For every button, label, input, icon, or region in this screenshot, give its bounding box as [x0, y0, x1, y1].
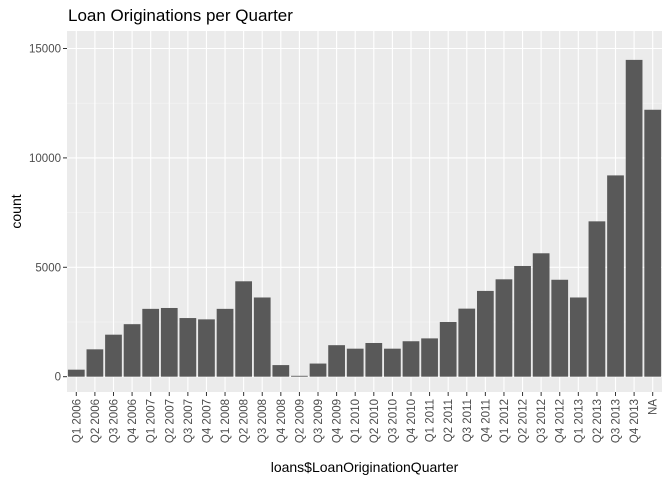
bar	[551, 279, 569, 377]
x-tick-label: Q1 2007	[146, 399, 158, 443]
bar	[625, 59, 643, 377]
bar	[365, 342, 383, 377]
bar	[328, 345, 345, 377]
bars	[67, 59, 662, 377]
x-tick-label: Q3 2007	[183, 399, 195, 443]
x-tick-label: Q2 2006	[90, 399, 102, 443]
bar	[123, 324, 141, 377]
major-gridlines	[67, 31, 662, 392]
bar	[272, 365, 290, 377]
bar	[402, 341, 420, 377]
x-tick-label: Q3 2013	[611, 399, 623, 443]
x-tick-label: Q4 2009	[332, 399, 344, 443]
x-tick-label: Q4 2008	[276, 399, 288, 443]
bar	[495, 279, 513, 377]
x-tick-label: Q1 2013	[573, 399, 585, 443]
bar	[105, 334, 122, 377]
bar	[142, 308, 160, 377]
bar	[179, 318, 197, 377]
x-tick-label: Q1 2008	[220, 399, 232, 443]
x-tick-label: Q3 2010	[387, 399, 399, 443]
x-tick-label: Q2 2011	[443, 399, 455, 442]
x-tick-label: Q1 2012	[499, 399, 511, 443]
x-tick-label: Q2 2009	[294, 399, 306, 443]
bar	[198, 319, 215, 377]
x-tick-label: Q3 2012	[536, 399, 548, 443]
x-tick-label: Q3 2009	[313, 399, 325, 443]
y-tick-label: 0	[55, 372, 61, 384]
bar	[439, 321, 457, 377]
x-axis-label: loans$LoanOriginationQuarter	[271, 459, 459, 475]
bar	[588, 221, 606, 377]
bar	[160, 307, 178, 377]
x-tick-label: Q4 2013	[629, 399, 641, 443]
bar	[253, 297, 271, 377]
x-tick-label: Q4 2011	[480, 399, 492, 442]
x-tick-label: Q3 2011	[462, 399, 474, 442]
bar	[514, 265, 531, 377]
bar	[67, 369, 85, 377]
y-tick-label: 5000	[35, 262, 61, 274]
bar	[569, 297, 587, 377]
bar	[346, 348, 364, 377]
x-tick-label: Q2 2008	[239, 399, 251, 443]
x-tick-label: Q1 2011	[425, 399, 437, 442]
x-axis: Q1 2006 Q2 2006 Q3 2006 Q4 2006 Q1 2007 Q2 20…	[71, 392, 660, 443]
x-tick-label: Q4 2010	[406, 399, 418, 443]
x-tick-label: Q2 2010	[369, 399, 381, 443]
y-tick-label: 10000	[29, 153, 61, 165]
x-tick-label: Q4 2012	[555, 399, 567, 443]
bar	[644, 109, 662, 377]
y-axis: 0 5000 10000 15000	[29, 44, 67, 384]
bar	[384, 348, 401, 377]
bar	[607, 175, 624, 377]
x-tick-label: NA	[648, 399, 660, 415]
bar	[235, 281, 253, 377]
bar	[216, 308, 234, 377]
y-tick-label: 15000	[29, 44, 61, 56]
x-tick-label: Q1 2010	[350, 399, 362, 443]
chart-title: Loan Originations per Quarter	[68, 6, 293, 25]
bar	[309, 363, 327, 377]
bar	[532, 253, 550, 377]
x-tick-label: Q4 2007	[201, 399, 213, 443]
bar	[291, 375, 308, 377]
bar	[86, 349, 104, 377]
x-tick-label: Q2 2012	[518, 399, 530, 443]
x-tick-label: Q4 2006	[127, 399, 139, 443]
y-axis-label: count	[8, 194, 24, 228]
x-tick-label: Q3 2008	[257, 399, 269, 443]
bar	[458, 308, 476, 377]
bar	[476, 290, 494, 377]
x-tick-label: Q1 2006	[71, 399, 83, 443]
x-tick-label: Q3 2006	[108, 399, 120, 443]
bar	[421, 338, 438, 377]
x-tick-label: Q2 2007	[164, 399, 176, 443]
x-tick-label: Q2 2013	[592, 399, 604, 443]
